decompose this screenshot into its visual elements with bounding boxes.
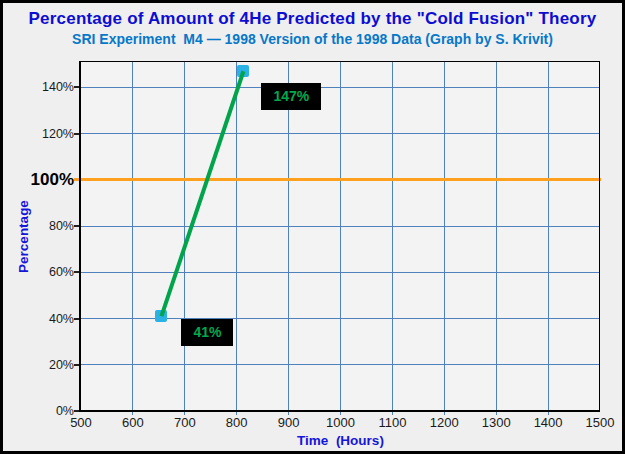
y-tick-label: 40%: [3, 310, 74, 328]
y-tick-mark: [74, 410, 80, 412]
x-axis-title: Time (Hours): [81, 433, 600, 448]
x-tick-mark: [496, 411, 497, 415]
x-tick-mark: [236, 411, 237, 415]
y-tick-label: 20%: [3, 356, 74, 374]
data-series-line: [81, 62, 600, 411]
y-tick-mark: [74, 133, 80, 135]
y-tick-mark: [74, 318, 80, 320]
chart-frame: Percentage of Amount of 4He Predicted by…: [0, 0, 625, 454]
x-tick-mark: [132, 411, 133, 415]
x-tick-mark: [392, 411, 393, 415]
y-tick-mark: [74, 364, 80, 366]
y-tick-label: 120%: [3, 125, 74, 143]
x-tick-mark: [288, 411, 289, 415]
y-tick-label: 100%: [3, 169, 74, 191]
chart-title: Percentage of Amount of 4He Predicted by…: [3, 9, 622, 29]
data-point-label: 41%: [181, 319, 233, 346]
y-tick-label: 80%: [3, 217, 74, 235]
y-tick-mark: [74, 225, 80, 227]
y-tick-label: 60%: [3, 263, 74, 281]
x-tick-mark: [444, 411, 445, 415]
x-tick-mark: [184, 411, 185, 415]
plot-area: 41% 147%: [81, 62, 600, 411]
y-tick-label: 140%: [3, 78, 74, 96]
data-point-label: 147%: [261, 83, 321, 110]
y-tick-mark: [74, 86, 80, 88]
x-tick-mark: [548, 411, 549, 415]
y-tick-mark: [74, 271, 80, 273]
x-tick-label: 1500: [570, 415, 625, 430]
x-tick-mark: [340, 411, 341, 415]
chart-subtitle: SRI Experiment M4 — 1998 Version of the …: [3, 31, 622, 47]
